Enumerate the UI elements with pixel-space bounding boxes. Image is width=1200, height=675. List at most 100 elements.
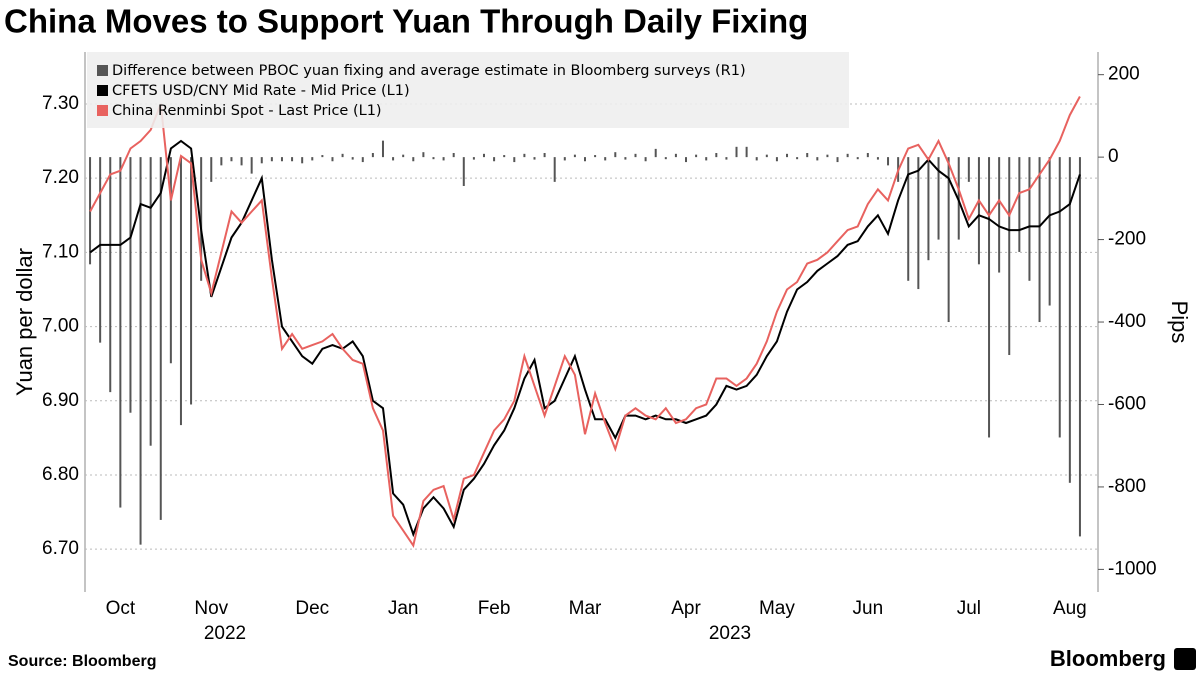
x-tick-label: Apr [671,598,701,619]
bar [351,157,354,160]
bar [119,157,122,508]
bar [745,146,748,158]
bar [139,157,142,545]
legend-box [87,52,849,128]
bar [220,157,223,166]
bar [190,157,193,405]
bar [553,157,556,182]
x-tick-label: Oct [106,598,136,619]
x-tick-label: Jan [388,598,419,619]
y2-axis-label: Pips [1167,301,1192,344]
bar [1008,157,1011,356]
bar [705,157,708,161]
bar [937,157,940,240]
bar [361,157,364,163]
bar [452,153,455,158]
bar [210,157,213,182]
y2-tick-label: -600 [1108,393,1146,414]
bar [594,155,597,158]
bar [917,157,920,290]
bar [604,157,607,161]
bar [381,140,384,158]
bar [230,157,233,162]
year-label: 2022 [204,623,246,644]
bar [442,157,445,161]
bar [250,157,253,174]
bar [482,153,485,158]
bar [1048,157,1051,306]
bar [816,157,819,161]
x-tick-label: Jun [853,598,884,619]
bar [99,157,102,343]
bar [998,157,1001,273]
bar [1068,157,1071,483]
bar [765,154,768,158]
bar [685,157,688,163]
bar [715,153,718,158]
bar [735,146,738,158]
bar [422,152,425,158]
chart-title: China Moves to Support Yuan Through Dail… [4,3,808,40]
bar [1078,157,1081,537]
bar [331,157,334,162]
bar [887,157,890,166]
bar [806,153,809,158]
bar [321,155,324,158]
bar [280,157,283,162]
bar [876,157,879,160]
bar [634,153,637,158]
bar [301,157,304,164]
legend-swatch [97,105,108,116]
bar [462,157,465,186]
x-tick-label: May [759,598,795,619]
y-tick-label: 7.00 [42,316,79,337]
line [89,139,1081,538]
bar [977,157,980,265]
legend-swatch [97,65,108,76]
bar [826,154,829,158]
bar [1018,157,1021,252]
bar [371,153,374,158]
y2-tick-label: -400 [1108,311,1146,332]
x-tick-label: Aug [1053,598,1087,619]
bar [311,157,314,161]
legend-label: Difference between PBOC yuan fixing and … [112,63,746,79]
bar [624,157,627,160]
bar [563,157,566,161]
y2-tick-label: 200 [1108,64,1140,85]
bar [947,157,950,323]
bar [149,157,152,446]
y-tick-label: 6.90 [42,390,79,411]
y-tick-label: 6.70 [42,538,79,559]
x-tick-label: Jul [957,598,981,619]
bar [543,153,546,158]
legend-label: CFETS USD/CNY Mid Rate - Mid Price (L1) [112,83,410,99]
bar [846,153,849,158]
bar [614,152,617,158]
bar [725,157,728,160]
bar [402,154,405,158]
bar [674,153,677,158]
bar [836,157,839,163]
bar [240,157,243,166]
bar [664,157,667,160]
bar [169,157,172,364]
bar [1028,157,1031,281]
bar [584,157,586,162]
bar [503,155,506,158]
bar [533,157,536,160]
y-tick-label: 6.80 [42,464,79,485]
bar [967,157,970,182]
bar [927,157,930,261]
y-tick-label: 7.30 [42,93,79,114]
bar [513,157,516,163]
bar [907,157,910,281]
source: Source: Bloomberg [8,653,156,670]
bar [786,153,789,158]
bar [129,157,132,413]
bar [291,157,294,162]
line [89,96,1081,548]
bar [109,157,112,393]
bar [200,157,203,281]
